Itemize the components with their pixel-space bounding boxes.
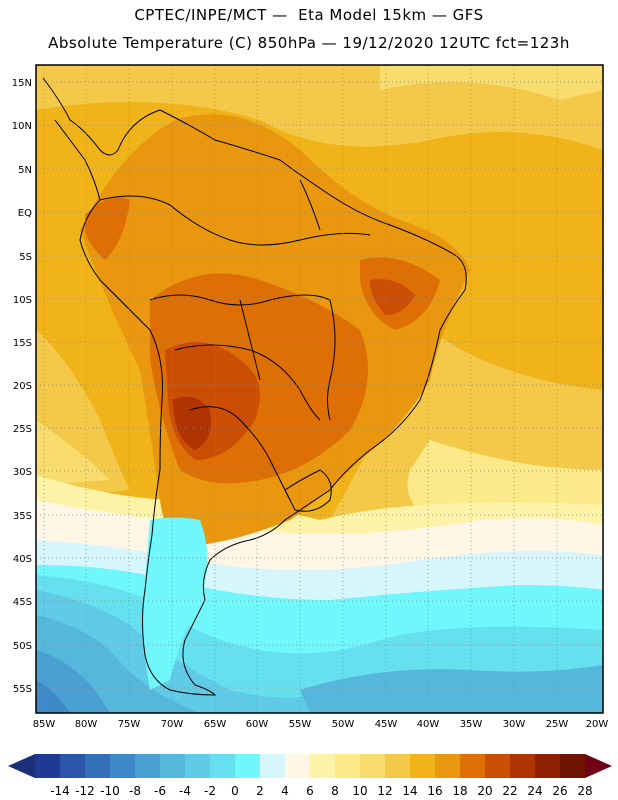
- lat-tick-label: 5S: [19, 252, 32, 263]
- colorbar-swatch: [110, 754, 136, 778]
- lat-tick-label: EQ: [18, 208, 32, 219]
- colorbar-label: 22: [502, 784, 517, 798]
- coastlines: [42, 77, 467, 696]
- colorbar: -14 -12 -10 -8 -6 -4 -2 0 2 4 6 8 10 12 14 16 18 20 22 24 26…: [8, 754, 612, 798]
- lon-tick-label: 60W: [246, 719, 269, 730]
- lat-tick-label: 20S: [13, 381, 32, 392]
- colorbar-label: -14: [50, 784, 70, 798]
- lat-tick-label: 35S: [13, 511, 32, 522]
- lon-tick-label: 55W: [289, 719, 312, 730]
- colorbar-label: 2: [256, 784, 264, 798]
- lon-tick-label: 65W: [204, 719, 227, 730]
- lon-tick-label: 35W: [460, 719, 483, 730]
- colorbar-label: 4: [281, 784, 289, 798]
- map-title-line-2: Absolute Temperature (C) 850hPa — 19/12/…: [48, 34, 570, 52]
- graticule: [36, 65, 603, 713]
- colorbar-label: 8: [331, 784, 339, 798]
- lat-tick-label: 5N: [18, 165, 32, 176]
- colorbar-swatch: [435, 754, 461, 778]
- lat-tick-label: 15S: [13, 338, 32, 349]
- colorbar-label: 12: [377, 784, 392, 798]
- colorbar-swatch: [160, 754, 186, 778]
- colorbar-label: 10: [352, 784, 367, 798]
- lon-tick-label: 20W: [586, 719, 609, 730]
- colorbar-label: 24: [527, 784, 542, 798]
- colorbar-label: -8: [129, 784, 141, 798]
- colorbar-label: -12: [75, 784, 95, 798]
- colorbar-labels: -14 -12 -10 -8 -6 -4 -2 0 2 4 6 8 10 12 14 16 18 20 22 24 26…: [50, 784, 592, 798]
- colorbar-label: 28: [577, 784, 592, 798]
- colorbar-label: -10: [100, 784, 120, 798]
- colorbar-swatch: [535, 754, 561, 778]
- colorbar-swatch: [260, 754, 286, 778]
- colorbar-under-arrow: [8, 754, 35, 778]
- lon-tick-label: 25W: [546, 719, 569, 730]
- colorbar-label: -2: [204, 784, 216, 798]
- colorbar-swatch: [60, 754, 86, 778]
- lon-tick-label: 70W: [161, 719, 184, 730]
- lon-tick-label: 80W: [75, 719, 98, 730]
- colorbar-label: 26: [552, 784, 567, 798]
- lon-tick-label: 45W: [375, 719, 398, 730]
- lon-tick-labels: 85W 80W 75W 70W 65W 60W 55W 50W 45W 40W …: [33, 719, 609, 730]
- lat-tick-labels: 15N 10N 5N EQ 5S 10S 15S 20S 25S 30S 35S…: [12, 78, 32, 695]
- colorbar-swatch: [560, 754, 586, 778]
- lon-tick-label: 40W: [417, 719, 440, 730]
- colorbar-swatch: [135, 754, 161, 778]
- colorbar-swatch: [35, 754, 61, 778]
- lon-tick-label: 50W: [332, 719, 355, 730]
- colorbar-swatch: [510, 754, 536, 778]
- colorbar-over-arrow: [585, 754, 612, 778]
- lat-tick-label: 45S: [13, 597, 32, 608]
- colorbar-swatch: [235, 754, 261, 778]
- colorbar-swatch: [460, 754, 486, 778]
- colorbar-label: 16: [427, 784, 442, 798]
- lon-tick-label: 75W: [118, 719, 141, 730]
- lat-tick-label: 40S: [13, 554, 32, 565]
- colorbar-label: 20: [477, 784, 492, 798]
- colorbar-swatch: [385, 754, 411, 778]
- map-title-line-1: CPTEC/INPE/MCT — Eta Model 15km — GFS: [134, 6, 484, 24]
- colorbar-label: 6: [306, 784, 314, 798]
- colorbar-swatch: [360, 754, 386, 778]
- colorbar-swatch: [210, 754, 236, 778]
- colorbar-label: 14: [402, 784, 417, 798]
- colorbar-swatch: [285, 754, 311, 778]
- lat-tick-label: 15N: [12, 78, 32, 89]
- lon-tick-label: 30W: [503, 719, 526, 730]
- lat-tick-label: 55S: [13, 684, 32, 695]
- lon-tick-label: 85W: [33, 719, 56, 730]
- colorbar-label: 0: [231, 784, 239, 798]
- colorbar-swatch: [185, 754, 211, 778]
- lat-tick-label: 50S: [13, 641, 32, 652]
- lat-tick-label: 30S: [13, 467, 32, 478]
- colorbar-label: 18: [452, 784, 467, 798]
- temperature-field: [36, 65, 603, 713]
- colorbar-swatch: [485, 754, 511, 778]
- colorbar-cells: [35, 754, 586, 778]
- lat-tick-label: 10N: [12, 121, 32, 132]
- colorbar-label: -4: [179, 784, 191, 798]
- colorbar-swatch: [335, 754, 361, 778]
- map-frame: [35, 64, 604, 714]
- colorbar-swatch: [410, 754, 436, 778]
- colorbar-swatch: [85, 754, 111, 778]
- lat-tick-label: 10S: [13, 295, 32, 306]
- colorbar-swatch: [310, 754, 336, 778]
- colorbar-label: -6: [154, 784, 166, 798]
- lat-tick-label: 25S: [13, 424, 32, 435]
